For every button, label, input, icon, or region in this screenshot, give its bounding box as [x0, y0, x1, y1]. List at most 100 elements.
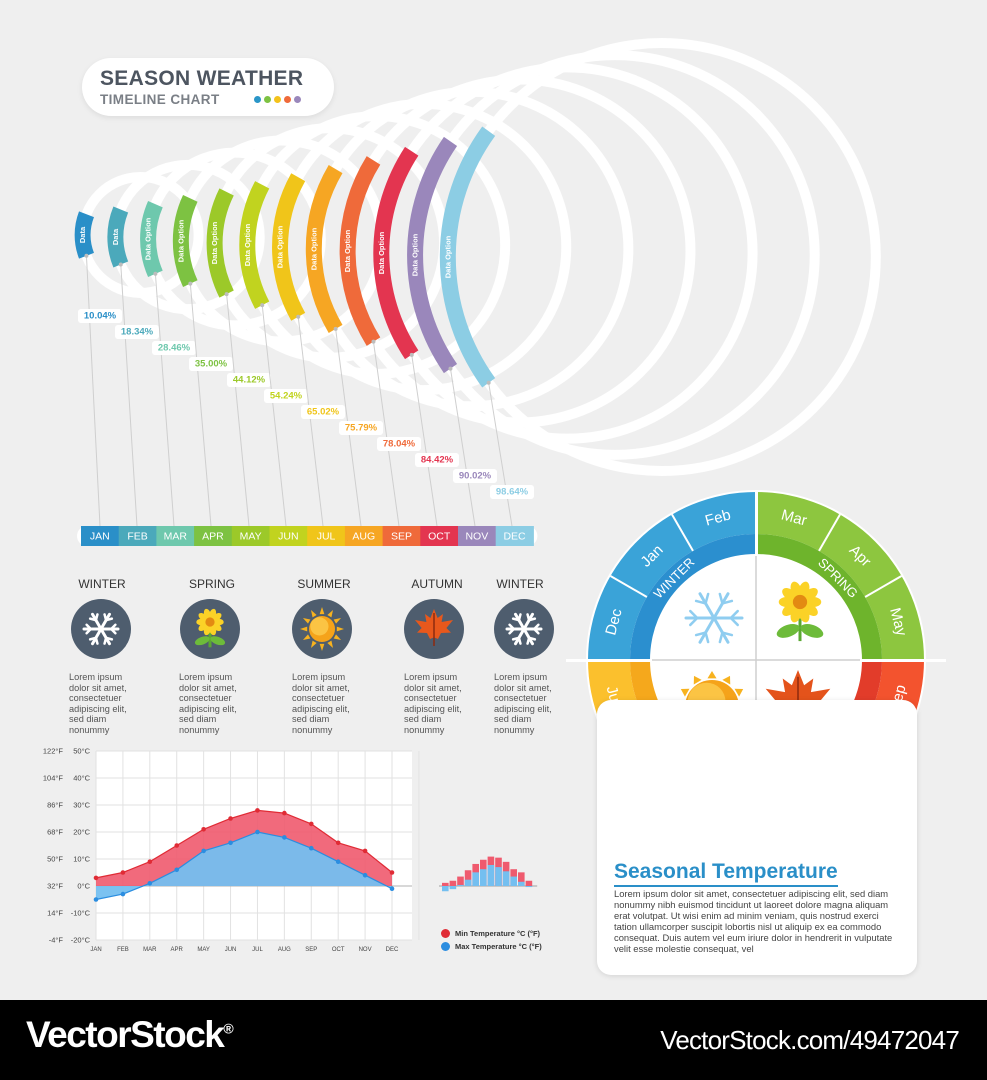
- value-label-box: [453, 469, 497, 483]
- season-description: Lorem ipsum dolor sit amet, consectetuer…: [494, 672, 552, 735]
- sun-ray: [327, 640, 333, 649]
- month-segment-may: [231, 526, 270, 546]
- min-point: [282, 810, 287, 816]
- leader-line: [297, 316, 324, 527]
- flake-branch: [104, 636, 114, 641]
- min-point: [147, 859, 153, 864]
- sun-ray: [336, 626, 344, 632]
- season-icon-snowflake: [71, 599, 131, 659]
- mini-bar-min: [525, 880, 533, 886]
- flake-branch: [508, 627, 516, 635]
- flake-arm: [698, 592, 716, 620]
- flower-petal: [802, 588, 818, 601]
- sun-ray: [333, 618, 342, 624]
- sun-ray: [680, 688, 690, 697]
- arc-label: Data Option: [443, 235, 452, 278]
- sun-ray: [327, 609, 333, 618]
- brand-name: VectorStock: [26, 1014, 225, 1055]
- value-label-box: [152, 341, 196, 355]
- flake-branch: [721, 631, 734, 637]
- x-tick: JAN: [90, 947, 101, 953]
- leader-line: [120, 264, 138, 527]
- wheel-divider: [818, 514, 841, 552]
- min-point: [308, 821, 314, 827]
- flake-branch: [729, 609, 739, 620]
- seasonal-temperature-card: Seasonal Temperature Lorem ipsum dolor s…: [597, 700, 917, 975]
- leader-line: [488, 382, 513, 527]
- month-label: MAR: [164, 531, 188, 543]
- leader-dot: [153, 271, 158, 276]
- max-point: [93, 897, 99, 902]
- flake-arm: [99, 612, 111, 631]
- y-tick-c: 40°C: [73, 774, 90, 783]
- wheel-inner-spring: [756, 534, 882, 660]
- value-label: 28.46%: [158, 343, 191, 354]
- min-point: [120, 870, 126, 875]
- month-segment-sep: [382, 526, 421, 546]
- x-tick: NOV: [359, 947, 372, 953]
- flake-branch: [694, 599, 707, 605]
- flake-arm: [514, 627, 526, 646]
- y-tick-c: 0°C: [77, 882, 90, 891]
- month-label: AUG: [352, 531, 375, 543]
- arc-label: Data Option: [144, 217, 153, 260]
- month-segment-oct: [420, 526, 459, 546]
- value-label: 90.02%: [459, 471, 492, 482]
- flake-branch: [694, 631, 707, 637]
- sun-ray: [302, 618, 311, 624]
- arc-jul: [272, 173, 306, 321]
- mini-bar-min: [449, 880, 457, 886]
- flower-leaf: [800, 623, 824, 638]
- sun-ray: [333, 634, 342, 640]
- min-point: [228, 816, 233, 821]
- wheel-inner-winter: [630, 534, 756, 660]
- min-point: [201, 827, 206, 832]
- leader-line: [226, 294, 250, 527]
- month-label: FEB: [127, 531, 147, 543]
- mini-bar-chart: [439, 856, 538, 892]
- flake-arm: [99, 627, 111, 646]
- mini-bar-min: [518, 872, 525, 886]
- title-dot: [274, 96, 281, 103]
- arc-label: Data Option: [309, 227, 318, 270]
- title-line-2: TIMELINE CHART: [100, 92, 220, 107]
- max-point: [389, 886, 395, 891]
- flower-leaf: [210, 636, 226, 646]
- leader-dot: [224, 292, 229, 297]
- x-tick: AUG: [278, 947, 291, 953]
- mini-bar-max: [442, 886, 449, 892]
- title-pill: SEASON WEATHER TIMELINE CHART: [82, 58, 334, 116]
- wheel-flower-icon: [776, 581, 824, 642]
- flake-arm: [91, 612, 103, 631]
- sun-ray: [707, 671, 717, 679]
- flake-branch: [532, 623, 540, 631]
- min-point: [362, 848, 368, 854]
- title-dot: [284, 96, 291, 103]
- brand-logo: VectorStock®: [26, 1014, 234, 1056]
- season-icon-leaf: [404, 599, 464, 659]
- ring-sep: [342, 74, 696, 428]
- infographic-canvas: Data 10.04% Data 18.34% Data Option 28.46% Dat…: [43, 38, 946, 953]
- flake-branch: [704, 631, 710, 644]
- flower-petal: [211, 612, 222, 622]
- y-tick-f: 32°F: [47, 882, 63, 891]
- x-tick: SEP: [305, 947, 317, 953]
- arc-label: Data Option: [343, 229, 352, 272]
- leader-line: [449, 368, 476, 527]
- month-label: JUN: [278, 531, 298, 543]
- value-label-box: [264, 389, 308, 403]
- season-label-autumn: AUTUMN: [411, 577, 463, 591]
- mini-bar-max: [518, 881, 525, 886]
- month-label: SEP: [391, 531, 412, 543]
- month-segment-jan: [81, 526, 120, 546]
- legend-max-label: Max Temperature °C (°F): [455, 942, 542, 951]
- x-tick: FEB: [117, 947, 129, 953]
- arc-aug: [305, 165, 343, 333]
- flake-branch: [88, 617, 98, 622]
- title-dot: [254, 96, 261, 103]
- flower-leaf: [194, 636, 210, 646]
- mini-bar-max: [457, 884, 464, 886]
- month-segment-aug: [344, 526, 384, 546]
- season-icons: [71, 599, 554, 659]
